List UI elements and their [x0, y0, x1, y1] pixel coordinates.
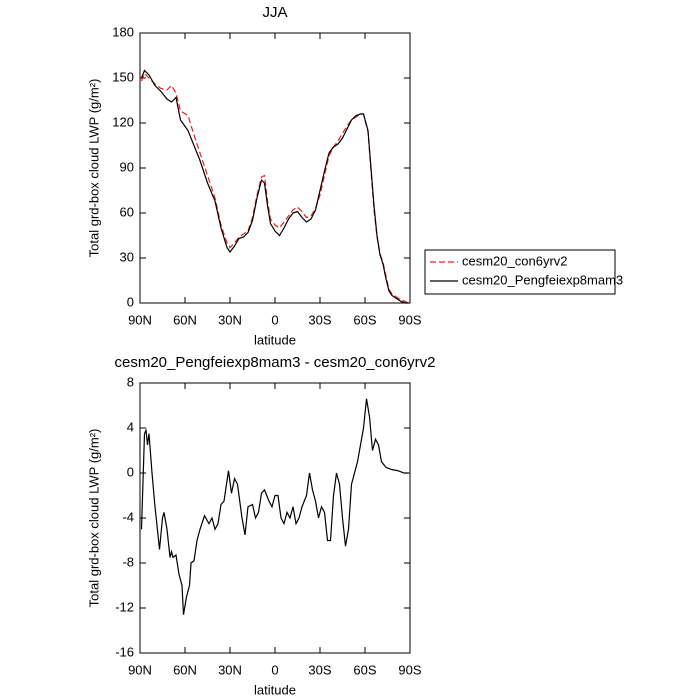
- x-tick-label: 60N: [173, 312, 197, 327]
- x-tick-label: 0: [271, 312, 278, 327]
- y-tick-label: 0: [127, 294, 134, 309]
- y-tick-label: 30: [120, 249, 134, 264]
- data-line: [140, 398, 409, 615]
- y-tick-label: 8: [127, 374, 134, 389]
- data-line: [140, 69, 409, 304]
- y-tick-label: 180: [112, 24, 134, 39]
- x-tick-label: 60S: [353, 312, 376, 327]
- y-tick-label: 4: [127, 419, 134, 434]
- y-tick-label: -4: [122, 509, 134, 524]
- chart-title: JJA: [262, 4, 287, 21]
- plot-frame: [139, 382, 411, 654]
- x-tick-label: 90N: [128, 312, 152, 327]
- data-line: [140, 72, 409, 304]
- legend-label: cesm20_con6yrv2: [462, 253, 568, 268]
- y-tick-label: 120: [112, 114, 134, 129]
- x-tick-label: 90S: [398, 662, 421, 677]
- y-tick-label: 90: [120, 159, 134, 174]
- x-tick-label: 60N: [173, 662, 197, 677]
- y-tick-label: -16: [115, 644, 134, 659]
- x-tick-label: 90N: [128, 662, 152, 677]
- x-tick-label: 30N: [218, 312, 242, 327]
- x-tick-label: 90S: [398, 312, 421, 327]
- x-tick-label: 30N: [218, 662, 242, 677]
- plot-frame: [139, 32, 411, 304]
- chart-title: cesm20_Pengfeiexp8mam3 - cesm20_con6yrv2: [115, 354, 436, 371]
- x-axis-label: latitude: [254, 332, 296, 347]
- x-tick-label: 30S: [308, 312, 331, 327]
- x-tick-label: 30S: [308, 662, 331, 677]
- legend-label: cesm20_Pengfeiexp8mam3: [462, 272, 623, 287]
- y-axis-label: Total grd-box cloud LWP (g/m²): [86, 79, 101, 258]
- x-tick-label: 0: [271, 662, 278, 677]
- y-tick-label: 0: [127, 464, 134, 479]
- x-axis-label: latitude: [254, 682, 296, 697]
- y-axis-label: Total grd-box cloud LWP (g/m²): [86, 429, 101, 608]
- x-tick-label: 60S: [353, 662, 376, 677]
- y-tick-label: 60: [120, 204, 134, 219]
- y-tick-label: -12: [115, 599, 134, 614]
- legend-box: [424, 249, 616, 295]
- y-tick-label: 150: [112, 69, 134, 84]
- y-tick-label: -8: [122, 554, 134, 569]
